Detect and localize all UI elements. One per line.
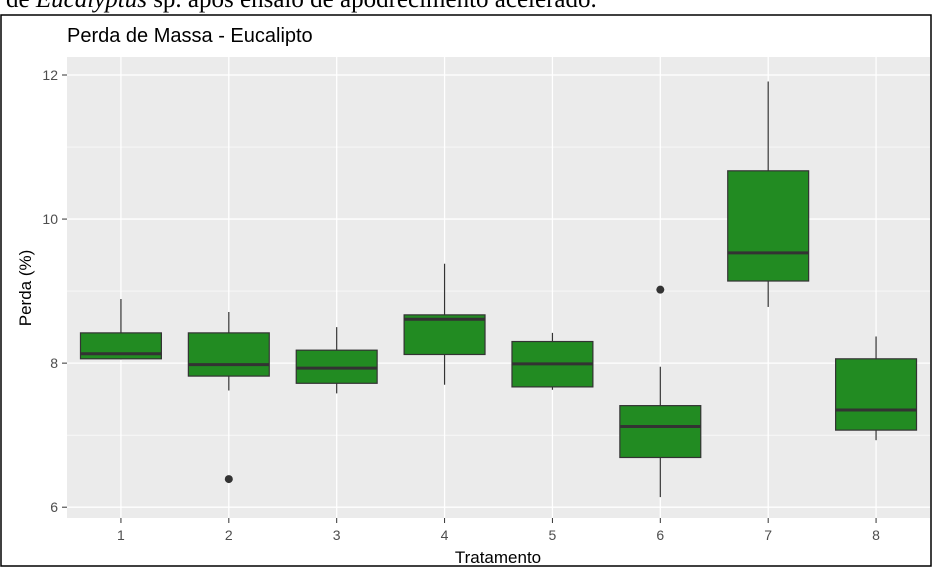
box-iqr [727, 170, 810, 282]
plot-panel [67, 57, 930, 518]
x-tick-label: 6 [656, 527, 664, 543]
x-tick-label: 5 [549, 527, 557, 543]
x-tick-label: 4 [441, 527, 449, 543]
box-6 [619, 285, 702, 498]
outlier-point [656, 285, 665, 294]
x-tick-label: 3 [333, 527, 341, 543]
caption-species: Eucalyptus [36, 0, 147, 13]
box-iqr [619, 405, 702, 459]
y-tick-label: 12 [42, 67, 58, 83]
x-tick-label: 7 [764, 527, 772, 543]
outlier-point [224, 475, 233, 484]
y-tick-label: 8 [50, 355, 58, 371]
figure-caption: de Eucalyptus sp. após ensaio de apodrec… [6, 0, 931, 14]
x-tick-label: 2 [225, 527, 233, 543]
x-tick-label: 8 [872, 527, 880, 543]
y-tick-label: 10 [42, 211, 58, 227]
box-iqr [835, 358, 918, 431]
box-iqr [403, 314, 486, 356]
box-7 [727, 81, 810, 307]
x-tick-label: 1 [117, 527, 125, 543]
box-iqr [187, 332, 270, 377]
box-4 [403, 263, 486, 385]
box-2 [187, 311, 270, 484]
chart-title: Perda de Massa - Eucalipto [67, 25, 313, 47]
y-axis-label: Perda (%) [16, 250, 35, 327]
box-3 [295, 327, 378, 394]
box-1 [79, 299, 162, 360]
box-layer [79, 81, 918, 498]
caption-suffix: sp. após ensaio de apodrecimento acelera… [147, 0, 597, 13]
box-8 [835, 336, 918, 441]
caption-prefix: de [6, 0, 36, 13]
box-5 [511, 332, 594, 390]
x-axis-label: Tratamento [455, 548, 541, 567]
y-tick-label: 6 [50, 499, 58, 515]
